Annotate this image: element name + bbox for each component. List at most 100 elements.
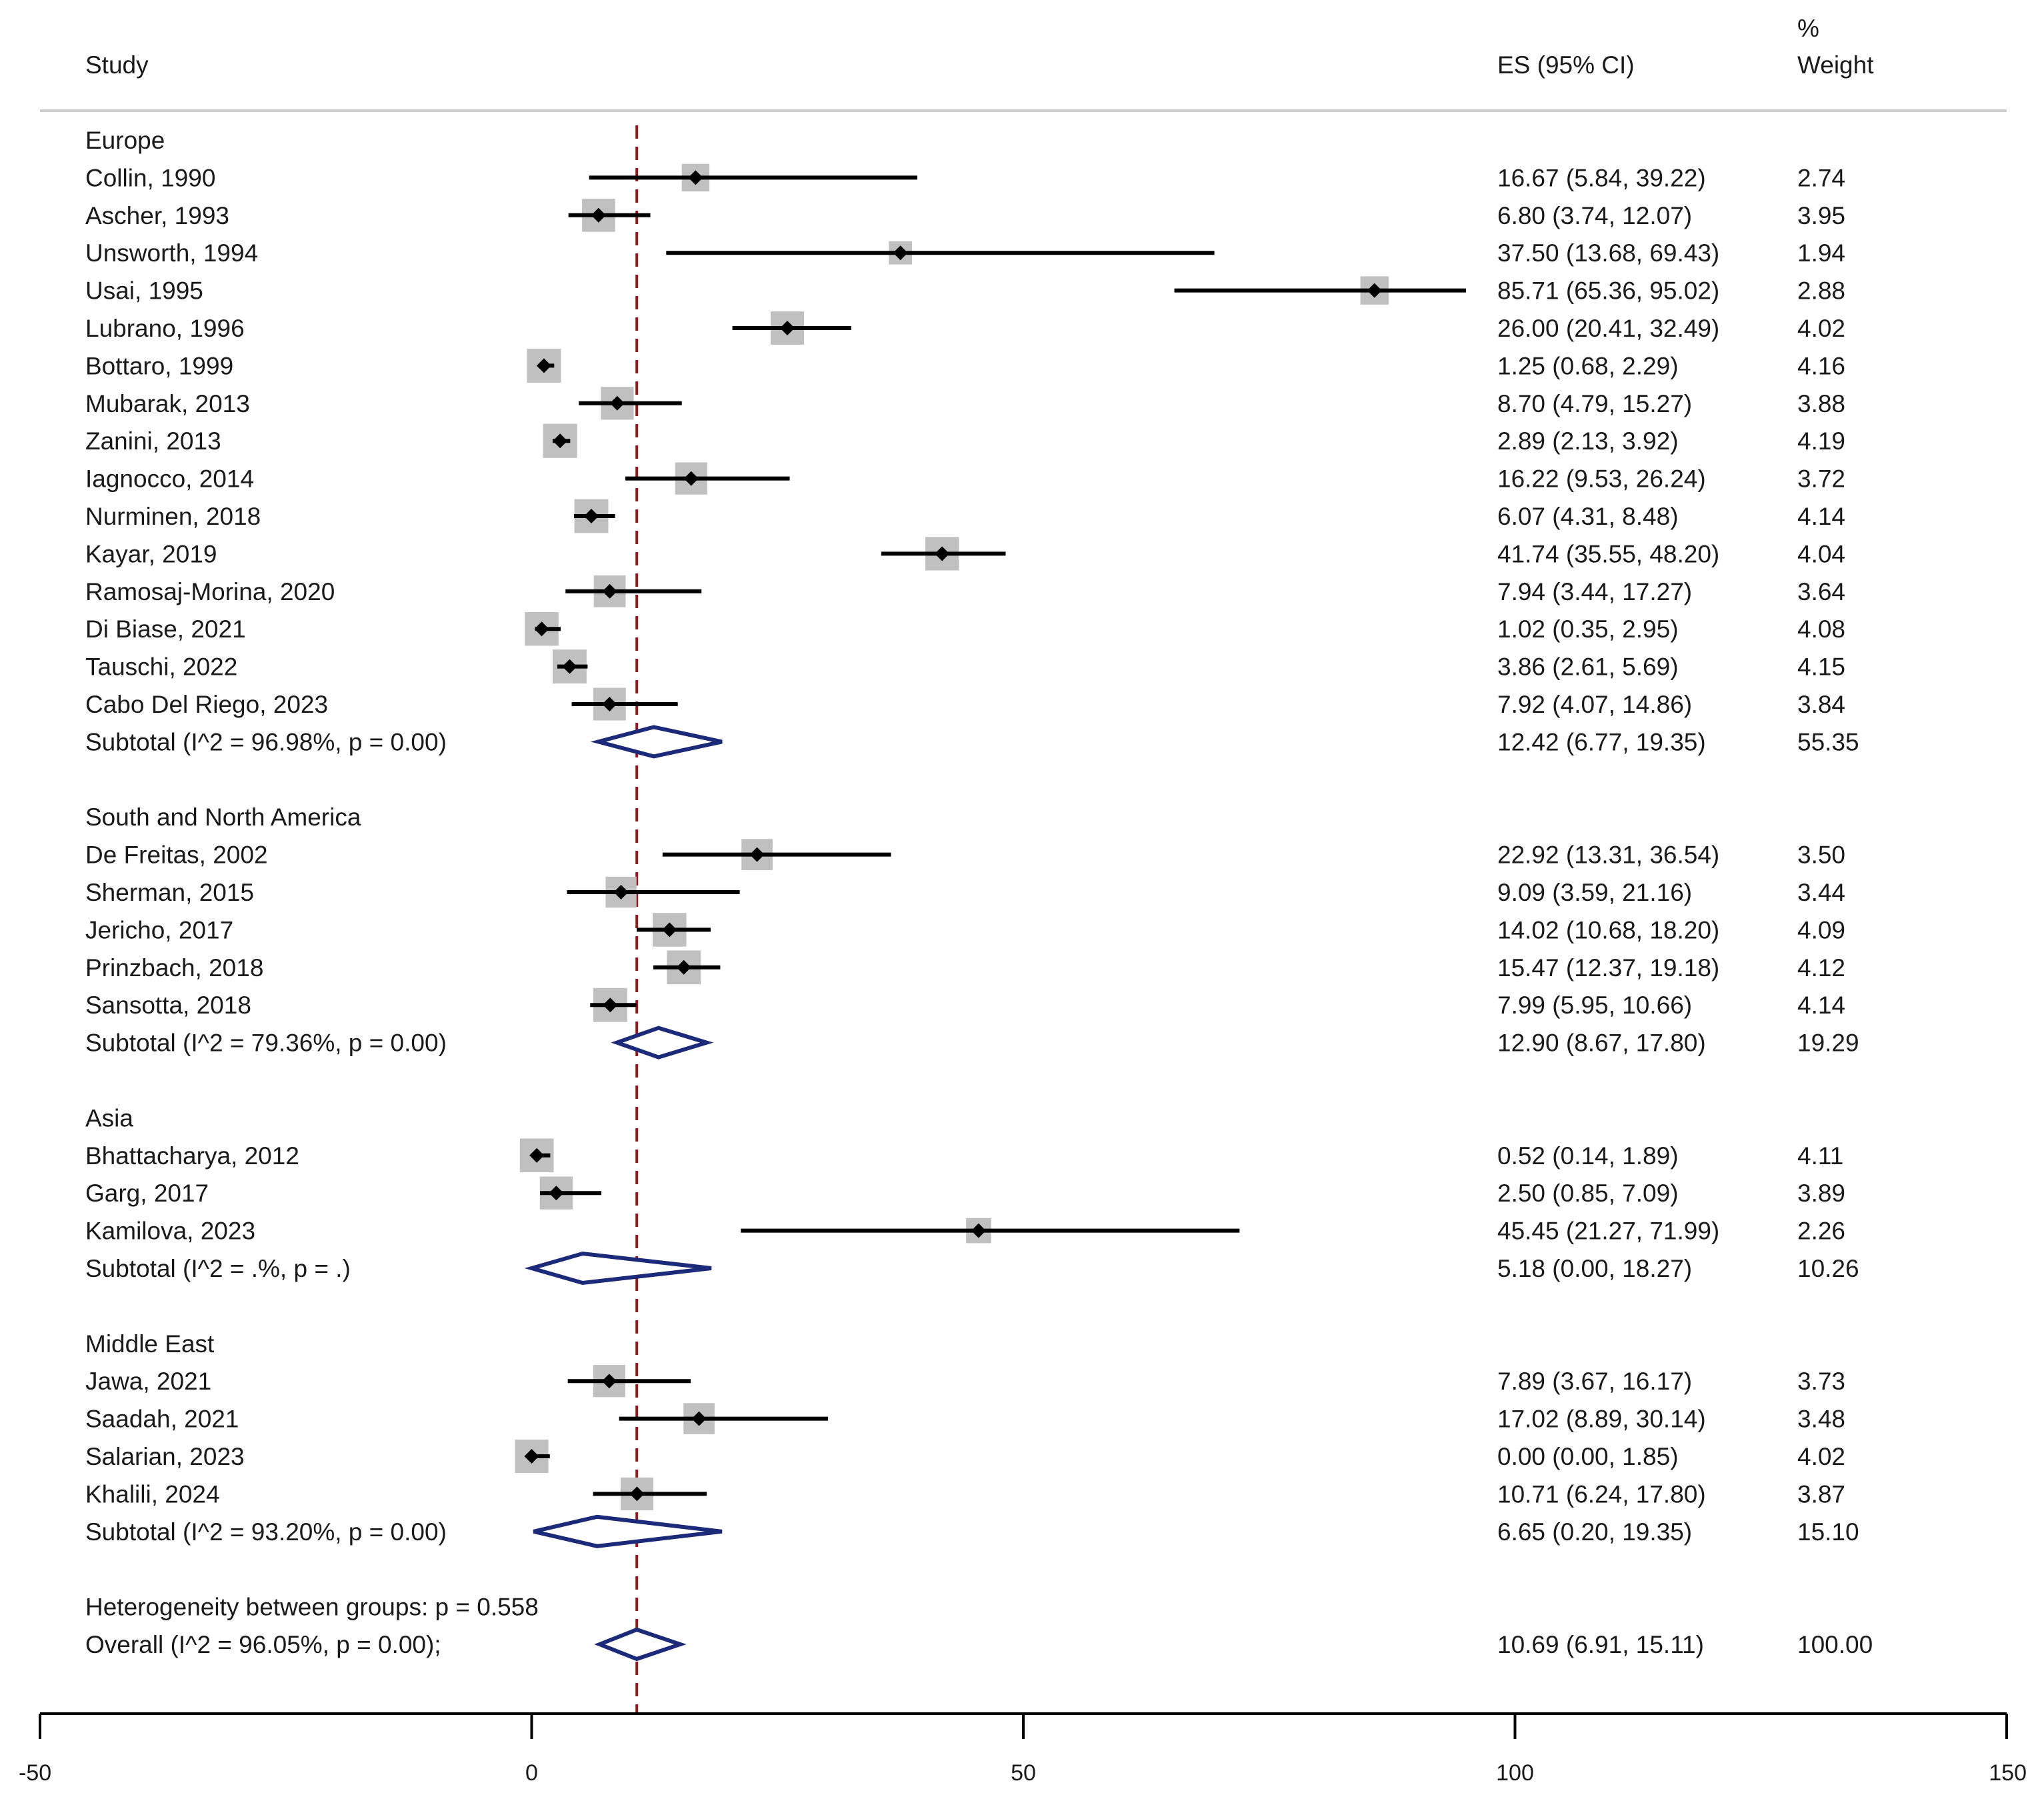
study-row: Bhattacharya, 2012 0.52 (0.14, 1.89) 4.11 [85, 1138, 1843, 1173]
study-weight: 2.74 [1797, 164, 1845, 191]
x-tick-label: 50 [1011, 1760, 1036, 1786]
study-row: Jawa, 2021 7.89 (3.67, 16.17) 3.73 [85, 1365, 1845, 1398]
study-es-ci: 0.00 (0.00, 1.85) [1497, 1443, 1679, 1470]
study-row: Prinzbach, 2018 15.47 (12.37, 19.18) 4.12 [85, 950, 1845, 985]
study-weight: 3.72 [1797, 465, 1845, 493]
study-es-ci: 1.25 (0.68, 2.29) [1497, 352, 1679, 379]
study-weight: 4.11 [1797, 1142, 1843, 1170]
study-es-ci: 7.94 (3.44, 17.27) [1497, 578, 1692, 605]
study-weight: 3.44 [1797, 879, 1845, 906]
header-weight-percent: % [1797, 15, 1819, 42]
x-tick-label: 150 [1989, 1760, 2027, 1786]
study-label: Unsworth, 1994 [85, 239, 258, 267]
subtotal-row: Subtotal (I^2 = 96.98%, p = 0.00) 12.42 (… [85, 725, 1859, 759]
study-row: Usai, 1995 85.71 (65.36, 95.02) 2.88 [85, 276, 1845, 305]
study-weight: 4.08 [1797, 615, 1845, 643]
point-estimate [613, 885, 629, 899]
study-weight: 3.50 [1797, 841, 1845, 869]
point-estimate [524, 1449, 539, 1464]
point-estimate [971, 1223, 986, 1238]
study-label: Iagnocco, 2014 [85, 465, 254, 493]
group-header-row: Asia [85, 1104, 133, 1132]
study-weight: 4.19 [1797, 427, 1845, 455]
study-row: Collin, 1990 16.67 (5.84, 39.22) 2.74 [85, 163, 1845, 191]
study-es-ci: 7.92 (4.07, 14.86) [1497, 691, 1692, 718]
study-weight: 3.95 [1797, 202, 1845, 229]
subtotal-es-ci: 12.42 (6.77, 19.35) [1497, 728, 1706, 755]
overall-label: Overall (I^2 = 96.05%, p = 0.00); [85, 1631, 441, 1658]
study-label: Lubrano, 1996 [85, 315, 245, 342]
point-estimate [584, 509, 599, 523]
study-weight: 4.09 [1797, 916, 1845, 944]
subtotal-weight: 19.29 [1797, 1030, 1859, 1057]
study-label: Bhattacharya, 2012 [85, 1142, 299, 1170]
pooled-diamond [533, 1514, 723, 1548]
point-estimate [609, 395, 625, 411]
point-estimate [553, 433, 568, 449]
study-row: Sansotta, 2018 7.99 (5.95, 10.66) 4.14 [85, 988, 1845, 1022]
study-label: Collin, 1990 [85, 164, 215, 191]
study-es-ci: 8.70 (4.79, 15.27) [1497, 390, 1692, 417]
study-row: De Freitas, 2002 22.92 (13.31, 36.54) 3.50 [85, 839, 1845, 870]
point-estimate [562, 659, 577, 674]
subtotal-weight: 10.26 [1797, 1255, 1859, 1282]
study-weight: 4.14 [1797, 503, 1845, 530]
point-estimate [749, 847, 765, 862]
point-estimate [1367, 283, 1382, 298]
study-es-ci: 2.89 (2.13, 3.92) [1497, 427, 1679, 455]
x-tick-label: -50 [19, 1760, 51, 1786]
pooled-diamond [611, 1026, 714, 1060]
study-weight: 4.02 [1797, 315, 1845, 342]
study-label: Prinzbach, 2018 [85, 954, 263, 982]
study-weight: 4.04 [1797, 540, 1845, 567]
group-header-label: Europe [85, 127, 165, 154]
study-label: Salarian, 2023 [85, 1443, 245, 1470]
study-es-ci: 16.67 (5.84, 39.22) [1497, 164, 1706, 191]
subtotal-label: Subtotal (I^2 = 93.20%, p = 0.00) [85, 1518, 447, 1546]
subtotal-weight: 15.10 [1797, 1518, 1859, 1546]
x-tick-label: 0 [525, 1760, 538, 1786]
study-label: Kamilova, 2023 [85, 1218, 255, 1245]
study-label: Sherman, 2015 [85, 879, 254, 906]
study-row: Jericho, 2017 14.02 (10.68, 18.20) 4.09 [85, 913, 1845, 947]
study-row: Bottaro, 1999 1.25 (0.68, 2.29) 4.16 [85, 348, 1845, 383]
study-es-ci: 15.47 (12.37, 19.18) [1497, 954, 1719, 982]
study-es-ci: 45.45 (21.27, 71.99) [1497, 1218, 1719, 1245]
study-weight: 4.12 [1797, 954, 1845, 982]
subtotal-label: Subtotal (I^2 = 79.36%, p = 0.00) [85, 1030, 447, 1057]
study-row: Cabo Del Riego, 2023 7.92 (4.07, 14.86) 3.… [85, 687, 1845, 721]
point-estimate [662, 922, 677, 938]
study-weight: 3.64 [1797, 578, 1845, 605]
study-row: Ascher, 1993 6.80 (3.74, 12.07) 3.95 [85, 198, 1845, 232]
study-label: Ascher, 1993 [85, 202, 229, 229]
study-row: Iagnocco, 2014 16.22 (9.53, 26.24) 3.72 [85, 462, 1845, 495]
heterogeneity-row: Heterogeneity between groups: p = 0.558 [85, 1594, 539, 1621]
point-estimate [676, 960, 691, 975]
study-weight: 3.48 [1797, 1406, 1845, 1433]
study-label: Cabo Del Riego, 2023 [85, 691, 328, 718]
group-header-label: Asia [85, 1104, 133, 1132]
point-estimate [780, 321, 795, 335]
study-label: Zanini, 2013 [85, 427, 221, 455]
study-row: Salarian, 2023 0.00 (0.00, 1.85) 4.02 [85, 1439, 1845, 1474]
overall-weight: 100.00 [1797, 1631, 1873, 1658]
study-weight: 2.88 [1797, 277, 1845, 305]
study-es-ci: 16.22 (9.53, 26.24) [1497, 465, 1706, 493]
study-row: Sherman, 2015 9.09 (3.59, 21.16) 3.44 [85, 876, 1845, 908]
study-weight: 4.16 [1797, 352, 1845, 379]
study-weight: 3.87 [1797, 1480, 1845, 1508]
study-row: Kayar, 2019 41.74 (35.55, 48.20) 4.04 [85, 537, 1845, 571]
header-study: Study [85, 51, 149, 79]
group-header-row: South and North America [85, 803, 361, 831]
study-label: Saadah, 2021 [85, 1406, 239, 1433]
study-label: Sansotta, 2018 [85, 992, 251, 1019]
study-row: Kamilova, 2023 45.45 (21.27, 71.99) 2.26 [85, 1218, 1845, 1245]
study-es-ci: 14.02 (10.68, 18.20) [1497, 916, 1719, 944]
study-es-ci: 3.86 (2.61, 5.69) [1497, 653, 1679, 681]
point-estimate [688, 170, 703, 185]
point-estimate [893, 245, 908, 261]
study-label: Garg, 2017 [85, 1180, 209, 1207]
study-weight: 3.88 [1797, 390, 1845, 417]
study-row: Di Biase, 2021 1.02 (0.35, 2.95) 4.08 [85, 611, 1845, 646]
